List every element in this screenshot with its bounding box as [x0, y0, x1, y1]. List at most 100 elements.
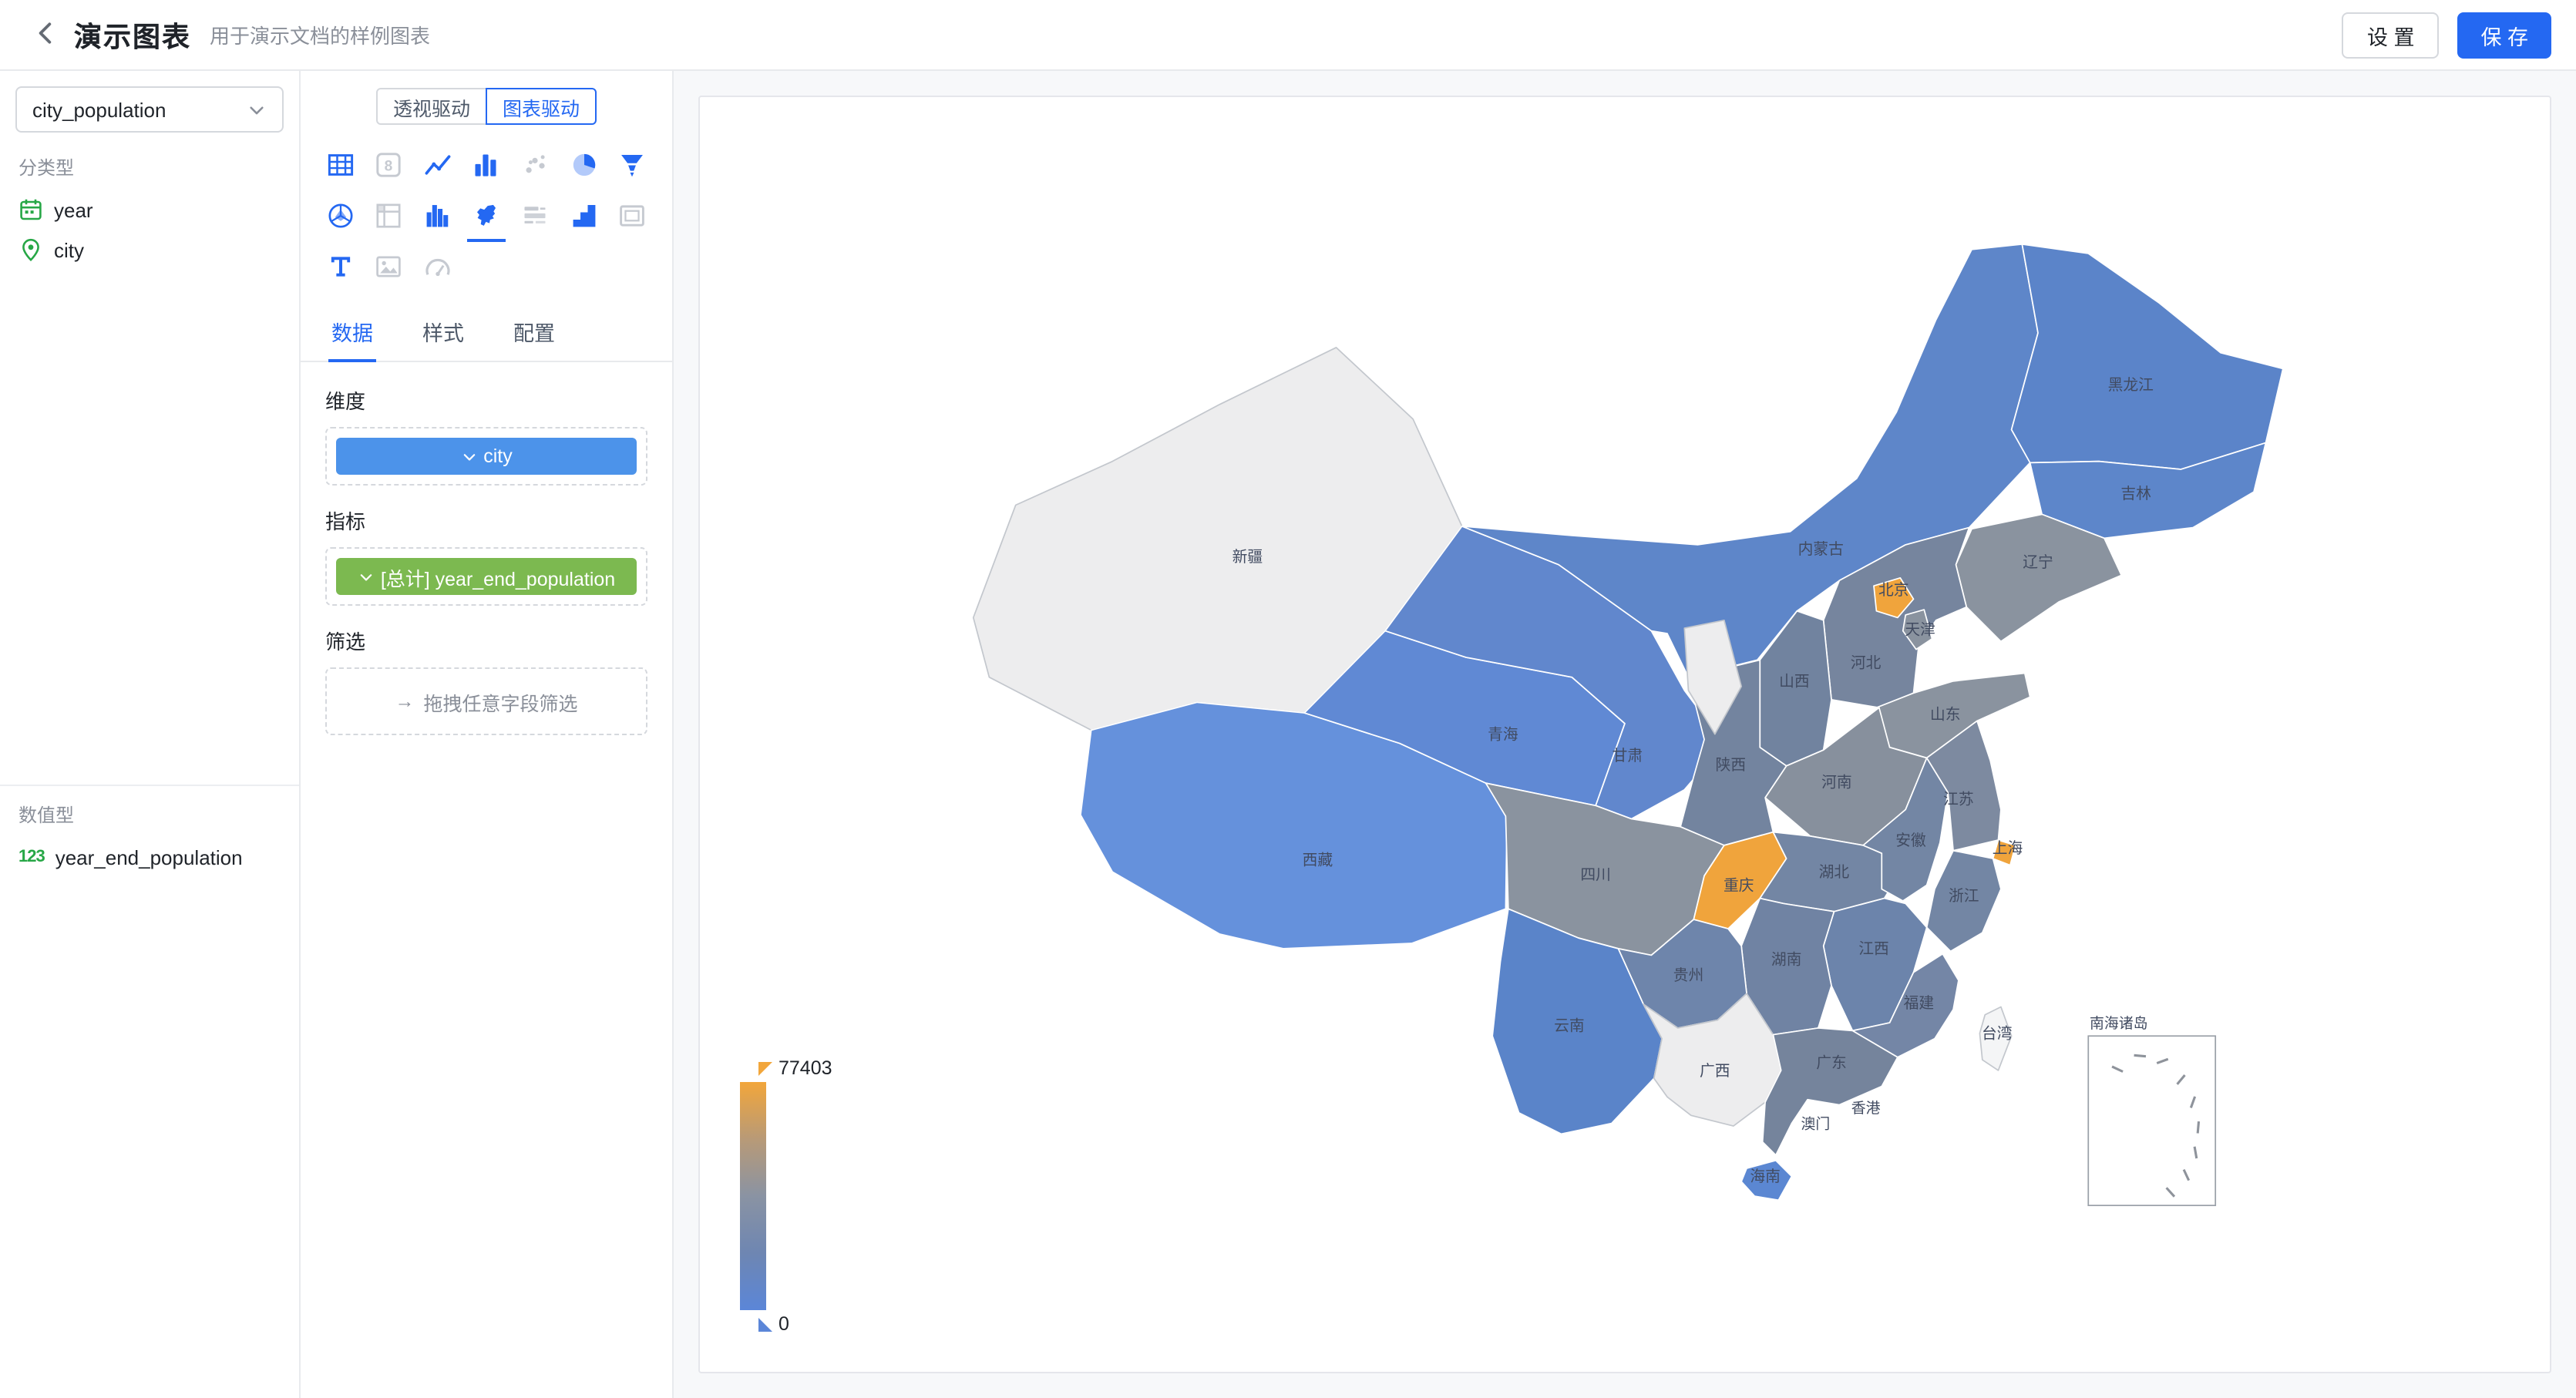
gauge-chart-icon[interactable] — [413, 244, 462, 290]
radar-chart-icon[interactable] — [316, 193, 365, 239]
field-item-year[interactable]: year — [0, 190, 299, 230]
svg-text:8: 8 — [385, 158, 393, 174]
dimension-label: 维度 — [325, 390, 366, 413]
legend-max-row: 77403 — [758, 1057, 832, 1079]
map-label: 甘肃 — [1613, 748, 1643, 765]
dimension-dropzone[interactable]: city — [325, 427, 647, 486]
wordcloud-chart-icon[interactable] — [511, 193, 560, 239]
dataset-section: 分类型 year city — [0, 139, 299, 786]
map-label: 新疆 — [1233, 549, 1263, 566]
metric-pill-label: [总计] year_end_population — [380, 568, 616, 590]
province-liaoning[interactable] — [1955, 513, 2123, 643]
pivot-table-icon[interactable] — [365, 193, 413, 239]
province-fujian[interactable] — [1851, 953, 1959, 1058]
map-label: 山东 — [1930, 707, 1961, 724]
field-item-city[interactable]: city — [0, 230, 299, 270]
map-label: 辽宁 — [2023, 554, 2053, 571]
legend-min-row: 0 — [758, 1313, 789, 1335]
map-legend: 77403 0 — [740, 1057, 832, 1335]
map-label: 吉林 — [2120, 486, 2151, 502]
table-chart-icon[interactable] — [316, 142, 365, 188]
step-chart-icon[interactable] — [560, 193, 608, 239]
province-tianjin[interactable] — [1902, 609, 1933, 650]
china-map-chart-icon[interactable] — [462, 193, 510, 242]
province-taiwan[interactable] — [1979, 1006, 2013, 1071]
map-label: 北京 — [1878, 582, 1909, 599]
settings-button[interactable]: 设 置 — [2342, 12, 2440, 58]
metric-dropzone[interactable]: [总计] year_end_population — [325, 547, 647, 606]
text-widget-icon[interactable] — [316, 244, 365, 290]
map-label: 天津 — [1905, 622, 1935, 639]
legend-max-label: 77403 — [779, 1057, 832, 1079]
province-hainan[interactable] — [1740, 1159, 1793, 1201]
province-zhejiang[interactable] — [1925, 849, 2002, 953]
scatter-chart-icon[interactable] — [511, 142, 560, 188]
legend-min-handle[interactable] — [758, 1317, 772, 1331]
map-label: 南海诸岛 — [2090, 1015, 2148, 1032]
filter-dropzone[interactable]: → 拖拽任意字段筛选 — [325, 667, 647, 735]
map-label: 内蒙古 — [1798, 541, 1844, 558]
province-heilongjiang[interactable] — [2010, 244, 2284, 470]
province-beijing[interactable] — [1873, 576, 1915, 619]
histogram-chart-icon[interactable] — [413, 193, 462, 239]
legend-max-handle[interactable] — [758, 1061, 772, 1075]
province-anhui[interactable] — [1862, 757, 1949, 902]
map-label: 西藏 — [1303, 852, 1333, 869]
kpi-card-icon[interactable]: 8 — [365, 142, 413, 188]
field-item-year_end_population[interactable]: 123 year_end_population — [0, 837, 299, 877]
funnel-chart-icon[interactable] — [608, 142, 657, 188]
page-title: 演示图表 — [74, 21, 191, 52]
app-header: 演示图表 用于演示文档的样例图表 设 置 保 存 — [0, 0, 2576, 71]
field-name: year_end_population — [55, 845, 243, 869]
dimension-pill[interactable]: city — [336, 438, 637, 475]
map-label: 山西 — [1779, 674, 1810, 691]
tab-配置[interactable]: 配置 — [513, 322, 555, 345]
province-shanghai[interactable] — [1992, 839, 2016, 866]
map-label: 香港 — [1851, 1100, 1881, 1117]
province-ningxia[interactable] — [1683, 619, 1743, 735]
field-name: city — [54, 238, 84, 261]
image-widget-icon[interactable] — [365, 244, 413, 290]
dataset-name: city_population — [32, 98, 166, 121]
tab-样式[interactable]: 样式 — [422, 322, 464, 345]
builder-panel: 透视驱动 图表驱动 8 数据 样式 配置 维度 city 指标 [总计] year_e… — [301, 71, 674, 1398]
pie-chart-icon[interactable] — [560, 142, 608, 188]
bar-chart-icon[interactable] — [462, 142, 510, 188]
map-label: 河南 — [1821, 774, 1852, 791]
builder-tabs: 数据 样式 配置 — [301, 302, 672, 362]
numeric-type-icon: 123 — [18, 848, 45, 866]
metric-pill[interactable]: [总计] year_end_population — [336, 558, 637, 595]
builder-config: 维度 city 指标 [总计] year_end_population 筛选 — [301, 362, 672, 738]
mode-option-selected[interactable]: 图表驱动 — [486, 88, 597, 125]
map-label: 贵州 — [1673, 967, 1704, 984]
map-label: 河北 — [1851, 655, 1882, 672]
dataset-sections: 分类型 year city 数值型 123 year_end_population — [0, 139, 299, 877]
map-label: 黑龙江 — [2108, 377, 2154, 394]
tab-数据[interactable]: 数据 — [328, 302, 376, 362]
province-guangdong[interactable] — [1761, 1027, 1898, 1156]
save-button[interactable]: 保 存 — [2457, 12, 2551, 58]
map-label: 江西 — [1858, 941, 1889, 958]
calendar-icon — [18, 197, 43, 222]
back-button[interactable] — [25, 15, 65, 55]
province-yunnan[interactable] — [1491, 908, 1663, 1135]
map-label: 上海 — [1993, 840, 2023, 857]
map-label: 台湾 — [1982, 1026, 2013, 1043]
legend-gradient-bar[interactable] — [740, 1082, 766, 1310]
map-label: 四川 — [1580, 867, 1611, 884]
province-jiangsu[interactable] — [1925, 720, 2002, 852]
map-label: 安徽 — [1895, 832, 1926, 849]
dataset-select[interactable]: city_population — [15, 86, 284, 133]
line-chart-icon[interactable] — [413, 142, 462, 188]
section-label: 数值型 — [18, 805, 75, 826]
location-icon — [18, 237, 43, 262]
dataset-section: 数值型 123 year_end_population — [0, 786, 299, 877]
south-sea-inset — [2087, 1035, 2217, 1207]
legend-min-label: 0 — [779, 1313, 789, 1335]
frame-widget-icon[interactable] — [608, 193, 657, 239]
mode-option-normal[interactable]: 透视驱动 — [375, 88, 487, 125]
map-label: 湖南 — [1771, 951, 1802, 968]
page-subtitle: 用于演示文档的样例图表 — [210, 25, 431, 48]
